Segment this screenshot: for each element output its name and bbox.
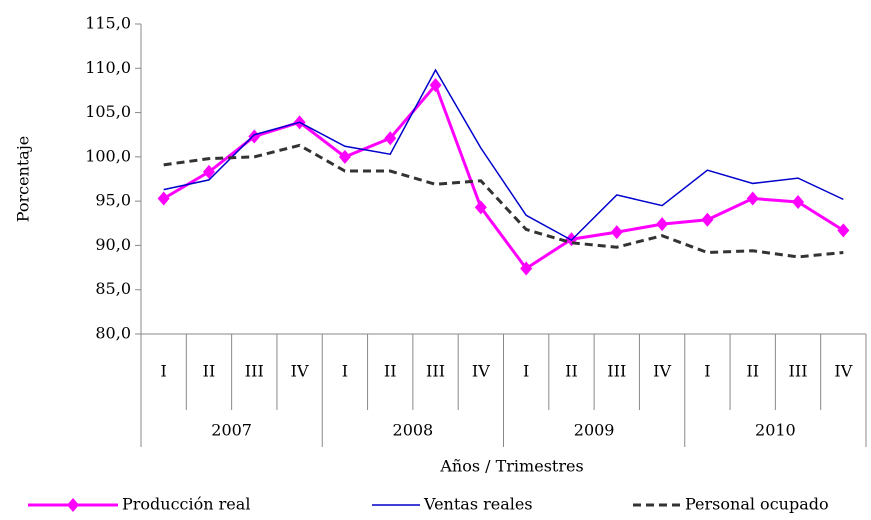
- x-tick-label: III: [245, 362, 264, 381]
- data-point: [474, 200, 487, 215]
- y-tick-label: 105,0: [85, 102, 131, 121]
- x-tick-label: II: [384, 362, 397, 381]
- data-line: [163, 68, 844, 242]
- data-line: [162, 82, 845, 271]
- x-tick-label: II: [565, 362, 578, 381]
- x-tick-label: IV: [291, 362, 309, 381]
- x-tick-label: I: [160, 362, 166, 381]
- data-point: [520, 261, 533, 276]
- legend-label: Producción real: [122, 495, 250, 514]
- legend-marker: [67, 498, 79, 512]
- data-point: [384, 131, 397, 146]
- y-tick-label: 95,0: [95, 191, 131, 210]
- x-tick-label: I: [523, 362, 529, 381]
- data-point: [701, 212, 714, 227]
- data-point: [746, 191, 759, 206]
- data-point: [792, 195, 805, 210]
- y-tick-label: 80,0: [95, 324, 131, 343]
- x-tick-label: I: [704, 362, 710, 381]
- y-axis-label: Porcentaje: [14, 136, 33, 223]
- data-point: [837, 223, 850, 238]
- legend-label: Ventas reales: [423, 495, 533, 514]
- x-tick-label: III: [789, 362, 808, 381]
- group-label: 2008: [393, 421, 434, 440]
- data-point: [338, 149, 351, 164]
- legend-label: Personal ocupado: [685, 495, 829, 514]
- data-line: [163, 143, 844, 259]
- x-tick-label: IV: [834, 362, 852, 381]
- y-tick-label: 115,0: [85, 14, 131, 33]
- x-tick-label: IV: [653, 362, 671, 381]
- group-label: 2007: [211, 421, 252, 440]
- group-label: 2010: [755, 421, 796, 440]
- data-point: [202, 164, 215, 179]
- x-tick-label: III: [426, 362, 445, 381]
- x-tick-label: II: [203, 362, 216, 381]
- x-tick-label: III: [607, 362, 626, 381]
- x-tick-label: I: [342, 362, 348, 381]
- data-point: [157, 191, 170, 206]
- data-point: [429, 78, 442, 93]
- y-tick-label: 100,0: [85, 146, 131, 165]
- y-tick-label: 85,0: [95, 279, 131, 298]
- data-point: [610, 225, 623, 240]
- data-point: [656, 217, 669, 232]
- group-label: 2009: [574, 421, 615, 440]
- x-tick-label: IV: [472, 362, 490, 381]
- y-tick-label: 90,0: [95, 235, 131, 254]
- data-point: [248, 129, 261, 144]
- x-tick-label: II: [746, 362, 759, 381]
- x-axis-label: Años / Trimestres: [439, 457, 583, 476]
- y-tick-label: 110,0: [85, 58, 131, 77]
